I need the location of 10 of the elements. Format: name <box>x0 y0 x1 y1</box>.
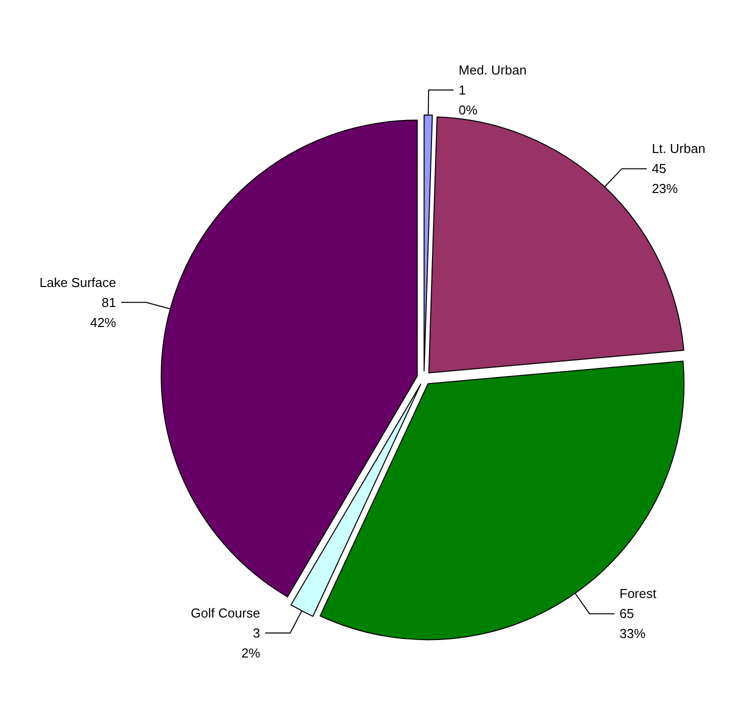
data-label: 1 0% <box>458 82 478 118</box>
slice-label: Forest <box>620 586 657 602</box>
slice-label: Golf Course <box>190 606 260 621</box>
data-label: 65 33% <box>620 606 646 642</box>
data-label: 45 23% <box>652 161 678 196</box>
slice-label: Lt. Urban <box>652 141 706 156</box>
data-label: 3 2% <box>241 626 261 661</box>
slice-label: Lake Surface <box>40 274 116 290</box>
slice-label: Med. Urban <box>458 62 527 78</box>
data-label: 81 42% <box>90 294 117 330</box>
